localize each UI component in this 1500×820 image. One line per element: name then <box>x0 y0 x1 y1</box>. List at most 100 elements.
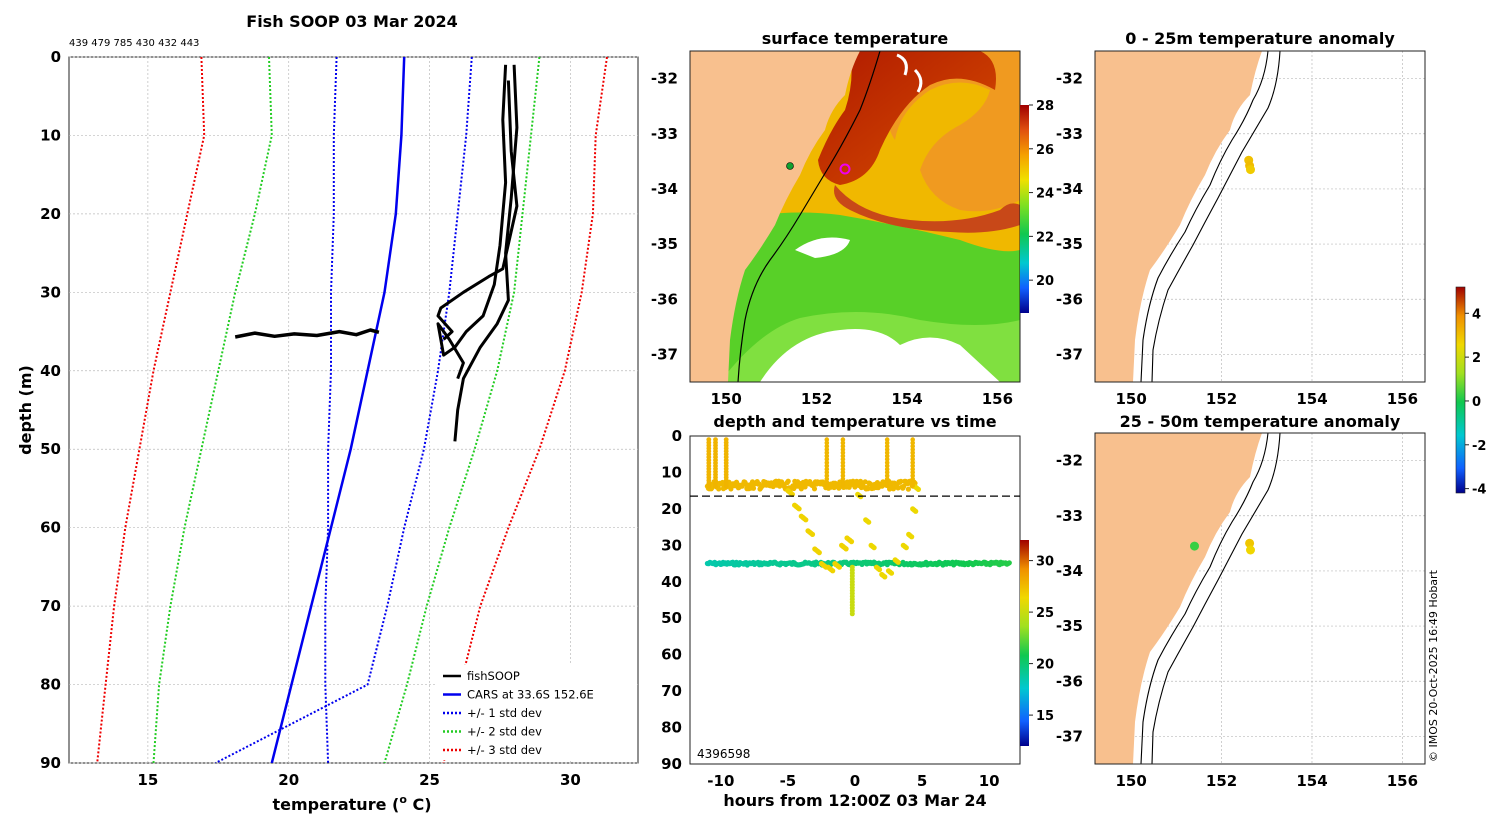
map-ytick-label: -35 <box>651 235 678 253</box>
dt-xtick-label: 5 <box>917 772 927 790</box>
dt-ytick-label: 20 <box>661 500 682 518</box>
dt-point <box>796 506 802 512</box>
dt-point <box>884 473 890 479</box>
dt-point <box>824 483 830 488</box>
dt-point <box>884 480 890 485</box>
profile-xlabel: temperature (o C) <box>272 793 431 814</box>
dt-point <box>803 517 809 523</box>
map-ytick-label: -37 <box>651 345 678 363</box>
profile-xlabel-tail: C) <box>407 795 432 814</box>
dt-cbar-label: 25 <box>1036 606 1054 621</box>
anom-bottom-isobath1 <box>1140 433 1269 764</box>
anom-top-ticks: 150 152 154 156 -32 -33 -34 -35 -36 -37 <box>1056 70 1418 408</box>
dt-point <box>884 447 890 452</box>
dt-point <box>840 463 846 469</box>
dt-point <box>910 443 915 449</box>
dt-point <box>809 531 816 538</box>
legend-label: CARS at 33.6S 152.6E <box>467 688 594 702</box>
map-xtick-label: 154 <box>1296 390 1327 408</box>
dt-point <box>905 486 912 492</box>
dt-point <box>840 473 846 479</box>
anom-bottom-ticks: 150 152 154 156 -32 -33 -34 -35 -36 -37 <box>1056 452 1418 790</box>
dt-xlabel: hours from 12:00Z 03 Mar 24 <box>723 791 986 810</box>
dt-ytick-label: 60 <box>661 646 682 664</box>
dt-point <box>824 460 830 465</box>
dt-point <box>840 483 846 488</box>
dt-point <box>884 466 890 472</box>
dt-point <box>706 483 712 489</box>
profile-ytick-label: 0 <box>51 48 61 66</box>
dt-point <box>836 564 843 570</box>
dt-point <box>876 567 883 573</box>
map-xtick-label: 156 <box>982 390 1013 408</box>
dt-point <box>824 473 830 479</box>
anom-top-title: 0 - 25m temperature anomaly <box>1125 29 1395 48</box>
dt-point <box>910 483 915 488</box>
dt-colorbar-ticks: 15 20 25 30 <box>1029 555 1054 724</box>
legend-label: +/- 3 std dev <box>467 743 542 757</box>
sst-cbar-label: 22 <box>1036 230 1054 245</box>
map-ytick-label: -34 <box>1056 562 1083 580</box>
anom-bottom-points <box>1190 538 1255 555</box>
dt-point <box>884 470 890 475</box>
map-ytick-label: -32 <box>651 70 678 88</box>
dt-point <box>824 480 830 485</box>
dt-point <box>840 480 846 485</box>
anom-bottom-coast <box>1095 433 1281 764</box>
dt-point <box>840 457 846 462</box>
map-xtick-label: 150 <box>1116 390 1147 408</box>
anom-bottom-title: 25 - 50m temperature anomaly <box>1120 412 1401 431</box>
sst-isobath <box>737 51 881 382</box>
depth-time-chart: depth and temperature vs time -10 -5 0 5 10 0… <box>661 412 1054 810</box>
dt-ytick-label: 80 <box>661 719 682 737</box>
dt-ytick-label: 40 <box>661 573 682 591</box>
dt-axes <box>689 435 1021 765</box>
profile-grid <box>69 56 638 764</box>
dt-point <box>824 437 830 442</box>
map-ytick-label: -36 <box>1056 672 1083 690</box>
map-ytick-label: -33 <box>651 125 678 143</box>
dt-point <box>865 486 871 492</box>
profile-ytick-label: 10 <box>40 126 61 144</box>
dt-xtick-label: -10 <box>707 772 734 790</box>
anom-top-coast <box>1095 51 1281 382</box>
anom-top-isobath2 <box>1151 51 1281 382</box>
profile-ytick-label: 70 <box>40 597 61 615</box>
profile-legend: fishSOOP CARS at 33.6S 152.6E +/- 1 std de… <box>435 665 635 760</box>
anomaly-point <box>1246 165 1255 175</box>
dt-point <box>840 453 846 459</box>
dt-point <box>910 470 915 475</box>
map-xtick-label: 150 <box>1116 772 1147 790</box>
copyright-text: © IMOS 20-Oct-2025 16:49 Hobart <box>1427 569 1440 762</box>
profile-axes <box>68 56 639 764</box>
dt-point <box>824 463 830 469</box>
dt-point <box>816 550 822 556</box>
profile-title: Fish SOOP 03 Mar 2024 <box>246 12 457 31</box>
map-ytick-label: -34 <box>1056 180 1083 198</box>
dt-point <box>840 466 846 472</box>
anom-bottom-axes <box>1094 432 1426 765</box>
profile-ytick-label: 90 <box>40 754 61 772</box>
profile-ytick-label: 80 <box>40 676 61 694</box>
profile-series-line <box>453 64 519 442</box>
map-ytick-label: -33 <box>1056 507 1083 525</box>
dt-point <box>884 440 890 446</box>
legend-label: +/- 1 std dev <box>467 706 542 720</box>
dt-point <box>824 457 830 462</box>
profile-xtick-label: 20 <box>278 771 299 789</box>
dt-colorbar <box>1020 540 1029 746</box>
profile-series-line <box>324 57 338 763</box>
anom-top-isobath1 <box>1140 51 1269 382</box>
legend-label: +/- 2 std dev <box>467 725 542 739</box>
profile-xtick-label: 15 <box>137 771 158 789</box>
profile-xlabel-sup: o <box>399 793 407 806</box>
anomaly-point <box>1246 545 1255 555</box>
sst-cbar-label: 28 <box>1036 99 1054 114</box>
profile-series-line <box>215 57 473 763</box>
anomaly-bottom-map: 25 - 50m temperature anomaly 150 152 154 15… <box>1056 412 1426 790</box>
dt-ytick-label: 30 <box>661 536 682 554</box>
map-ytick-label: -37 <box>1056 345 1083 363</box>
sst-eddy-ring <box>834 185 1020 233</box>
dt-ytick-label: 90 <box>661 755 682 773</box>
